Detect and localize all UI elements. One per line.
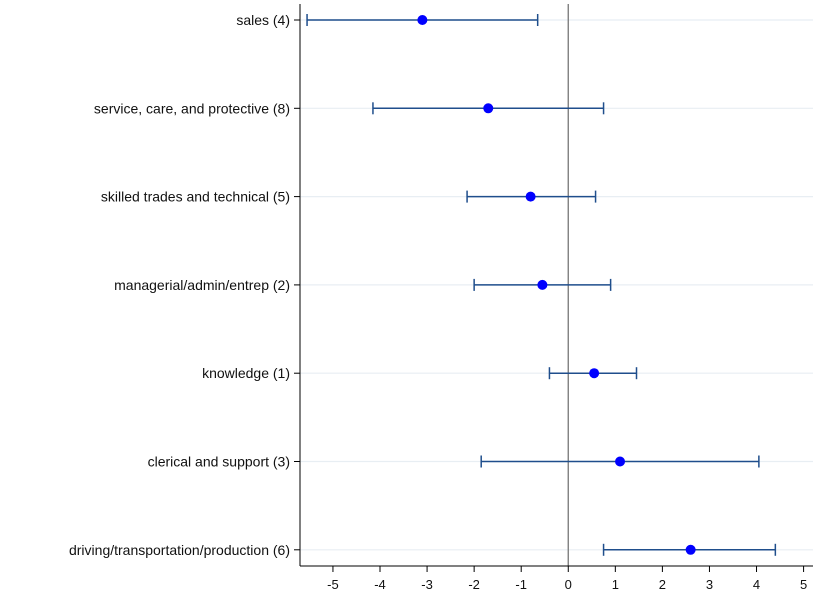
x-tick-label: -4: [374, 577, 386, 592]
x-tick-label: 0: [565, 577, 572, 592]
point-estimate: [537, 279, 548, 290]
category-label: clerical and support (3): [148, 454, 290, 470]
x-tick-label: 4: [753, 577, 760, 592]
x-tick-label: 2: [659, 577, 666, 592]
category-label: sales (4): [236, 12, 290, 28]
category-label: managerial/admin/entrep (2): [114, 277, 290, 293]
category-label: skilled trades and technical (5): [101, 189, 290, 205]
point-estimate: [615, 456, 626, 467]
x-tick-label: -2: [468, 577, 480, 592]
x-tick-label: 5: [800, 577, 807, 592]
category-label: service, care, and protective (8): [94, 100, 290, 116]
point-estimate: [525, 191, 536, 202]
x-tick-label: -5: [327, 577, 339, 592]
category-label: knowledge (1): [202, 365, 290, 381]
x-tick-label: -1: [515, 577, 527, 592]
category-label: driving/transportation/production (6): [69, 542, 290, 558]
point-estimate: [685, 544, 696, 555]
point-estimate: [589, 368, 600, 379]
point-estimate: [417, 15, 428, 25]
x-tick-label: 1: [612, 577, 619, 592]
point-estimate: [483, 103, 494, 114]
x-tick-label: 3: [706, 577, 713, 592]
x-tick-label: -3: [421, 577, 433, 592]
